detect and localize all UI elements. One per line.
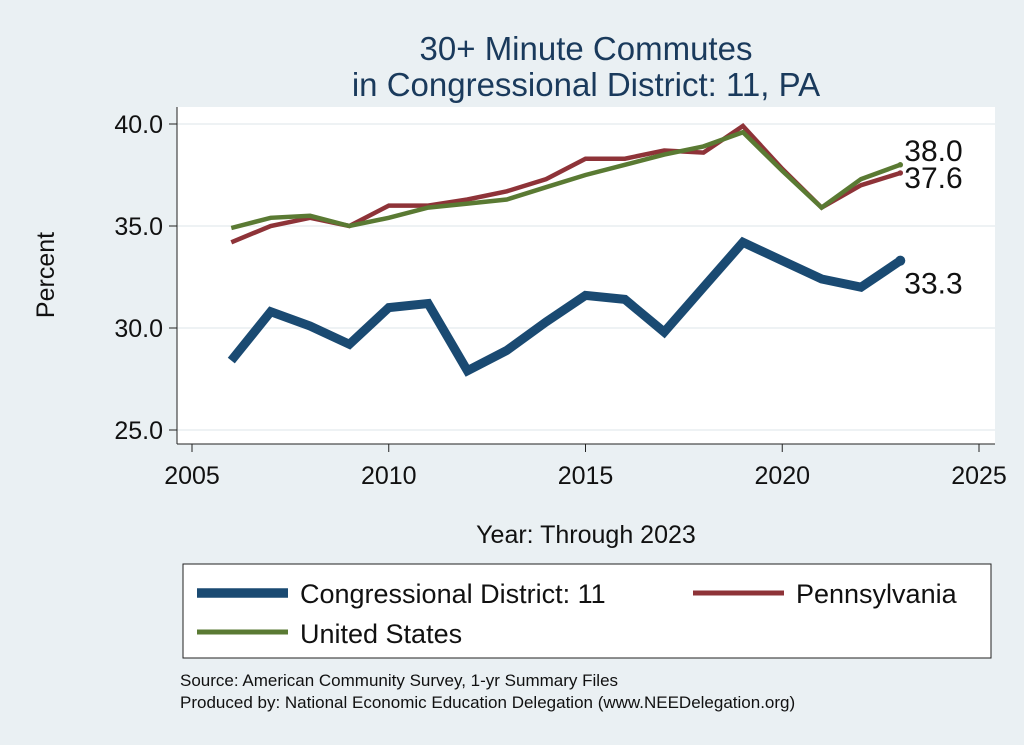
series-end-point xyxy=(897,162,904,168)
end-label-district: 33.3 xyxy=(904,268,962,301)
y-axis-title: Percent xyxy=(32,232,60,318)
end-label-pennsylvania: 37.6 xyxy=(904,162,962,195)
legend-label: Congressional District: 11 xyxy=(300,579,606,609)
axes xyxy=(169,107,995,452)
series-line-united-states xyxy=(230,129,902,231)
source-line-1: Source: American Community Survey, 1-yr … xyxy=(180,671,618,690)
legend: Congressional District: 11 Pennsylvania Un… xyxy=(197,579,958,649)
y-tick-label: 35.0 xyxy=(114,213,163,241)
x-tick-label: 2015 xyxy=(558,462,614,490)
series-end-point xyxy=(897,170,904,176)
chart-title-line-1: 30+ Minute Commutes xyxy=(420,30,753,67)
y-tick-labels: 25.0 30.0 35.0 40.0 xyxy=(114,111,163,445)
y-tick-label: 25.0 xyxy=(114,417,163,445)
end-label-united-states: 38.0 xyxy=(904,135,962,168)
series-line-district xyxy=(227,236,903,377)
end-labels: 33.3 37.638.0 xyxy=(904,135,962,301)
legend-box xyxy=(182,563,992,659)
legend-label: Pennsylvania xyxy=(796,579,958,609)
chart-title-line-2: in Congressional District: 11, PA xyxy=(352,66,820,103)
legend-label: United States xyxy=(300,619,462,649)
x-tick-label: 2005 xyxy=(164,462,220,490)
series-lines xyxy=(227,123,906,377)
plot-area xyxy=(177,107,995,444)
x-tick-labels: 2005 2010 2015 2020 2025 xyxy=(164,462,1007,490)
x-axis-title: Year: Through 2023 xyxy=(476,521,696,549)
y-tick-label: 30.0 xyxy=(114,315,163,343)
x-tick-label: 2025 xyxy=(951,462,1007,490)
series-end-point xyxy=(895,255,906,266)
y-tick-label: 40.0 xyxy=(114,111,163,139)
x-tick-label: 2010 xyxy=(361,462,417,490)
x-tick-label: 2020 xyxy=(754,462,810,490)
source-line-2: Produced by: National Economic Education… xyxy=(180,693,795,712)
